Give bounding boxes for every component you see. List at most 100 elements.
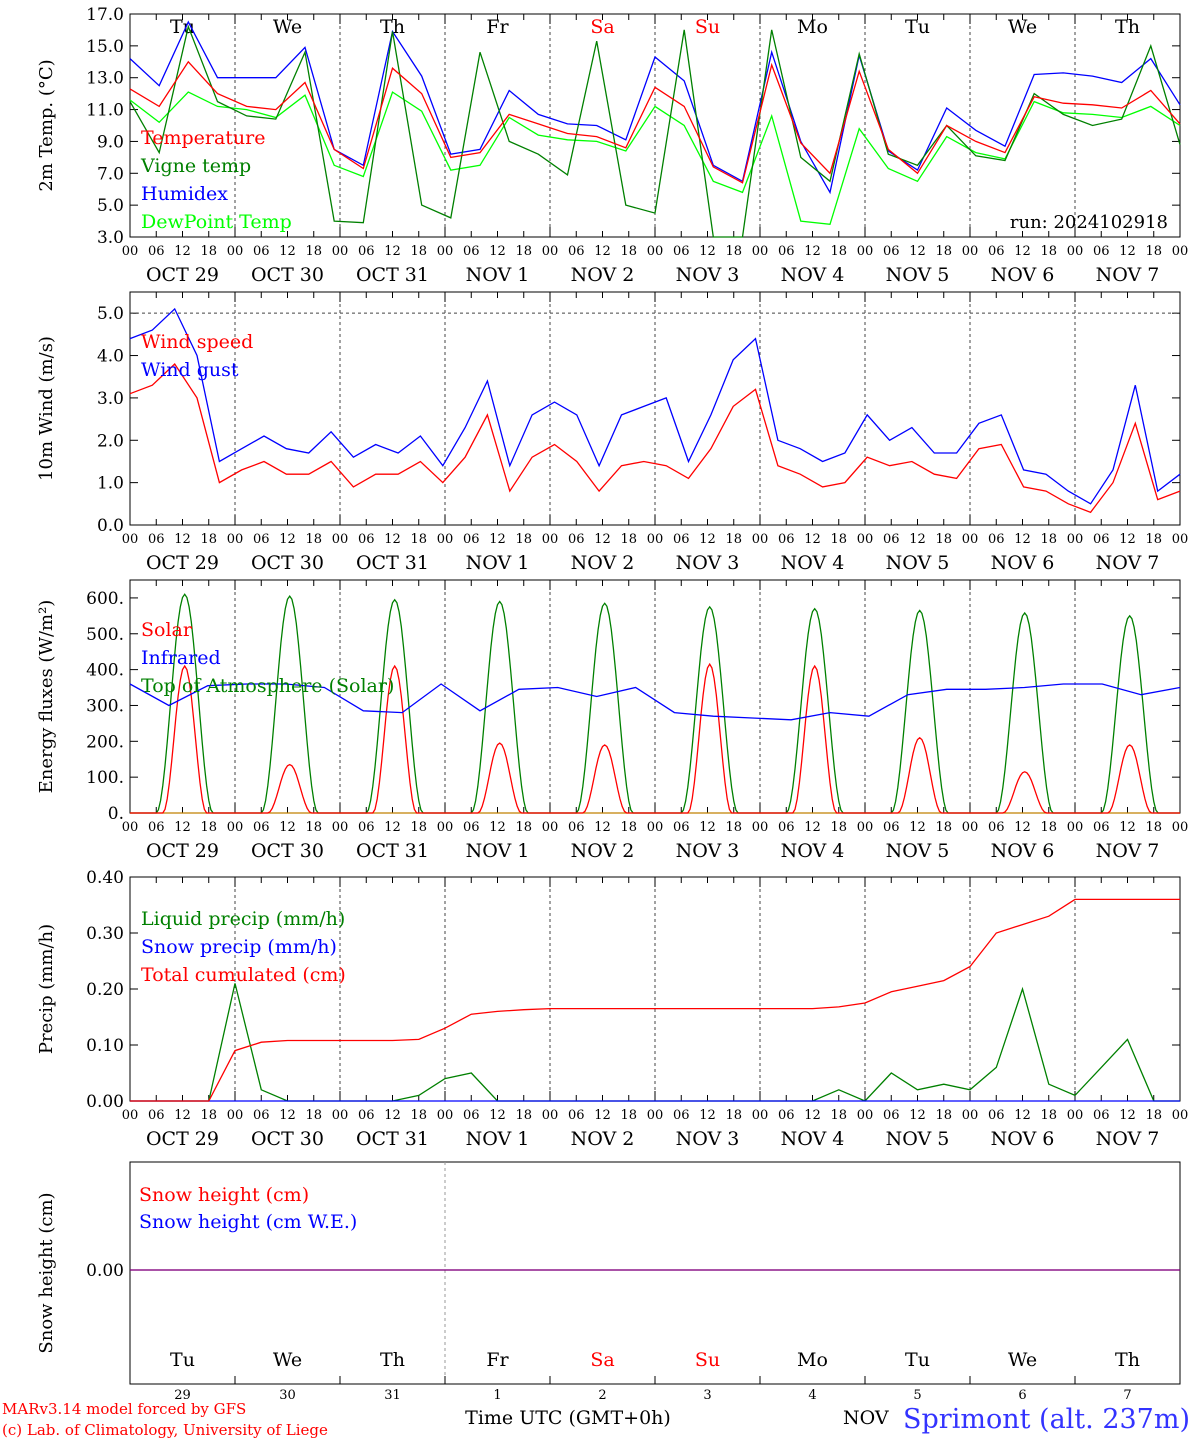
hour-tick-label: 12	[699, 1108, 716, 1123]
legend-entry: Solar	[141, 619, 193, 641]
hour-tick-label: 12	[804, 532, 821, 547]
y-tick-label: 0.00	[86, 1092, 124, 1112]
hour-tick-label: 00	[542, 820, 559, 835]
hour-tick-label: 00	[227, 820, 244, 835]
hour-tick-label: 18	[830, 820, 847, 835]
day-label: We	[1008, 1349, 1037, 1371]
y-tick-label: 200.	[86, 732, 124, 752]
legend-entry: Total cumulated (cm)	[141, 964, 346, 986]
hour-tick-label: 06	[358, 1108, 375, 1123]
hour-tick-label: 18	[830, 1108, 847, 1123]
y-axis-label: Snow height (cm)	[36, 1192, 57, 1353]
hour-tick-label: 06	[883, 1108, 900, 1123]
hour-tick-label: 18	[305, 244, 322, 259]
hour-tick-label: 18	[1145, 244, 1162, 259]
hour-tick-label: 00	[332, 244, 349, 259]
hour-tick-label: 12	[594, 1108, 611, 1123]
hour-tick-label: 18	[830, 532, 847, 547]
hour-tick-label: 18	[410, 244, 427, 259]
y-tick-label: 0.40	[86, 868, 124, 888]
date-label: OCT 29	[146, 1128, 219, 1150]
credit-line-2: (c) Lab. of Climatology, University of L…	[2, 1421, 328, 1439]
date-label: NOV 3	[676, 264, 740, 286]
hour-tick-label: 18	[830, 244, 847, 259]
day-label: Mo	[797, 1349, 828, 1371]
hour-tick-label: 00	[857, 532, 874, 547]
hour-tick-label: 18	[620, 532, 637, 547]
hour-tick-label: 06	[673, 244, 690, 259]
date-label: NOV 2	[571, 840, 635, 862]
y-tick-label: 0.0	[97, 516, 124, 536]
hour-tick-label: 12	[174, 532, 191, 547]
hour-tick-label: 12	[1119, 1108, 1136, 1123]
hour-tick-label: 18	[620, 820, 637, 835]
date-label: NOV 4	[781, 1128, 845, 1150]
date-label: OCT 29	[146, 840, 219, 862]
y-tick-label: 600.	[86, 589, 124, 609]
hour-tick-label: 18	[305, 532, 322, 547]
hour-tick-label: 00	[227, 532, 244, 547]
hour-tick-label: 06	[463, 532, 480, 547]
hour-tick-label: 12	[279, 820, 296, 835]
day-label: Tu	[170, 1349, 195, 1371]
legend-entry: Liquid precip (mm/h)	[141, 908, 345, 930]
legend-entry: Wind gust	[141, 359, 239, 381]
hour-tick-label: 12	[384, 1108, 401, 1123]
day-label: Fr	[486, 1349, 509, 1371]
hour-tick-label: 00	[542, 244, 559, 259]
hour-tick-label: 00	[647, 820, 664, 835]
hour-tick-label: 12	[489, 244, 506, 259]
y-axis-label: Energy fluxes (W/m²)	[36, 600, 57, 794]
day-label: Fr	[486, 16, 509, 38]
hour-tick-label: 00	[332, 1108, 349, 1123]
date-label: NOV 5	[886, 264, 950, 286]
hour-tick-label: 06	[883, 820, 900, 835]
hour-tick-label: 06	[988, 244, 1005, 259]
y-axis-label: Precip (mm/h)	[36, 924, 57, 1054]
series-line	[129, 20, 1181, 195]
hour-tick-label: 12	[174, 1108, 191, 1123]
date-label: OCT 30	[251, 264, 324, 286]
y-tick-label: 3.0	[97, 389, 124, 409]
hour-tick-label: 06	[778, 244, 795, 259]
hour-tick-label: 18	[305, 1108, 322, 1123]
date-label: NOV 7	[1096, 1128, 1160, 1150]
hour-tick-label: 18	[410, 820, 427, 835]
y-tick-label: 15.0	[86, 37, 124, 57]
hour-tick-label: 00	[542, 532, 559, 547]
hour-tick-label: 18	[200, 532, 217, 547]
hour-tick-label: 18	[725, 1108, 742, 1123]
y-tick-label: 5.0	[97, 304, 124, 324]
hour-tick-label: 18	[620, 244, 637, 259]
date-label: NOV 7	[1096, 552, 1160, 574]
hour-tick-label: 12	[699, 244, 716, 259]
day-number-label: 6	[1018, 1388, 1026, 1403]
hour-tick-label: 12	[1119, 244, 1136, 259]
date-label: NOV 6	[991, 840, 1055, 862]
hour-tick-label: 12	[1014, 532, 1031, 547]
hour-tick-label: 06	[1093, 532, 1110, 547]
hour-tick-label: 06	[463, 820, 480, 835]
hour-tick-label: 12	[174, 244, 191, 259]
y-tick-label: 0.	[108, 804, 124, 824]
y-tick-label: 0.30	[86, 924, 124, 944]
date-label: OCT 29	[146, 264, 219, 286]
hour-tick-label: 00	[437, 532, 454, 547]
hour-tick-label: 12	[909, 532, 926, 547]
day-label: Tu	[905, 16, 930, 38]
hour-tick-label: 18	[515, 532, 532, 547]
day-number-label: 5	[913, 1388, 921, 1403]
y-tick-label: 500.	[86, 625, 124, 645]
day-label: We	[1008, 16, 1037, 38]
hour-tick-label: 12	[1014, 1108, 1031, 1123]
run-label: run: 2024102918	[1010, 212, 1168, 233]
legend-entry: Vigne temp	[140, 155, 251, 177]
date-label: NOV 3	[676, 552, 740, 574]
y-tick-label: 400.	[86, 661, 124, 681]
hour-tick-label: 00	[122, 532, 139, 547]
hour-tick-label: 12	[279, 1108, 296, 1123]
hour-tick-label: 00	[752, 532, 769, 547]
hour-tick-label: 06	[253, 532, 270, 547]
y-tick-label: 13.0	[86, 69, 124, 89]
legend-entry: Temperature	[141, 127, 265, 149]
